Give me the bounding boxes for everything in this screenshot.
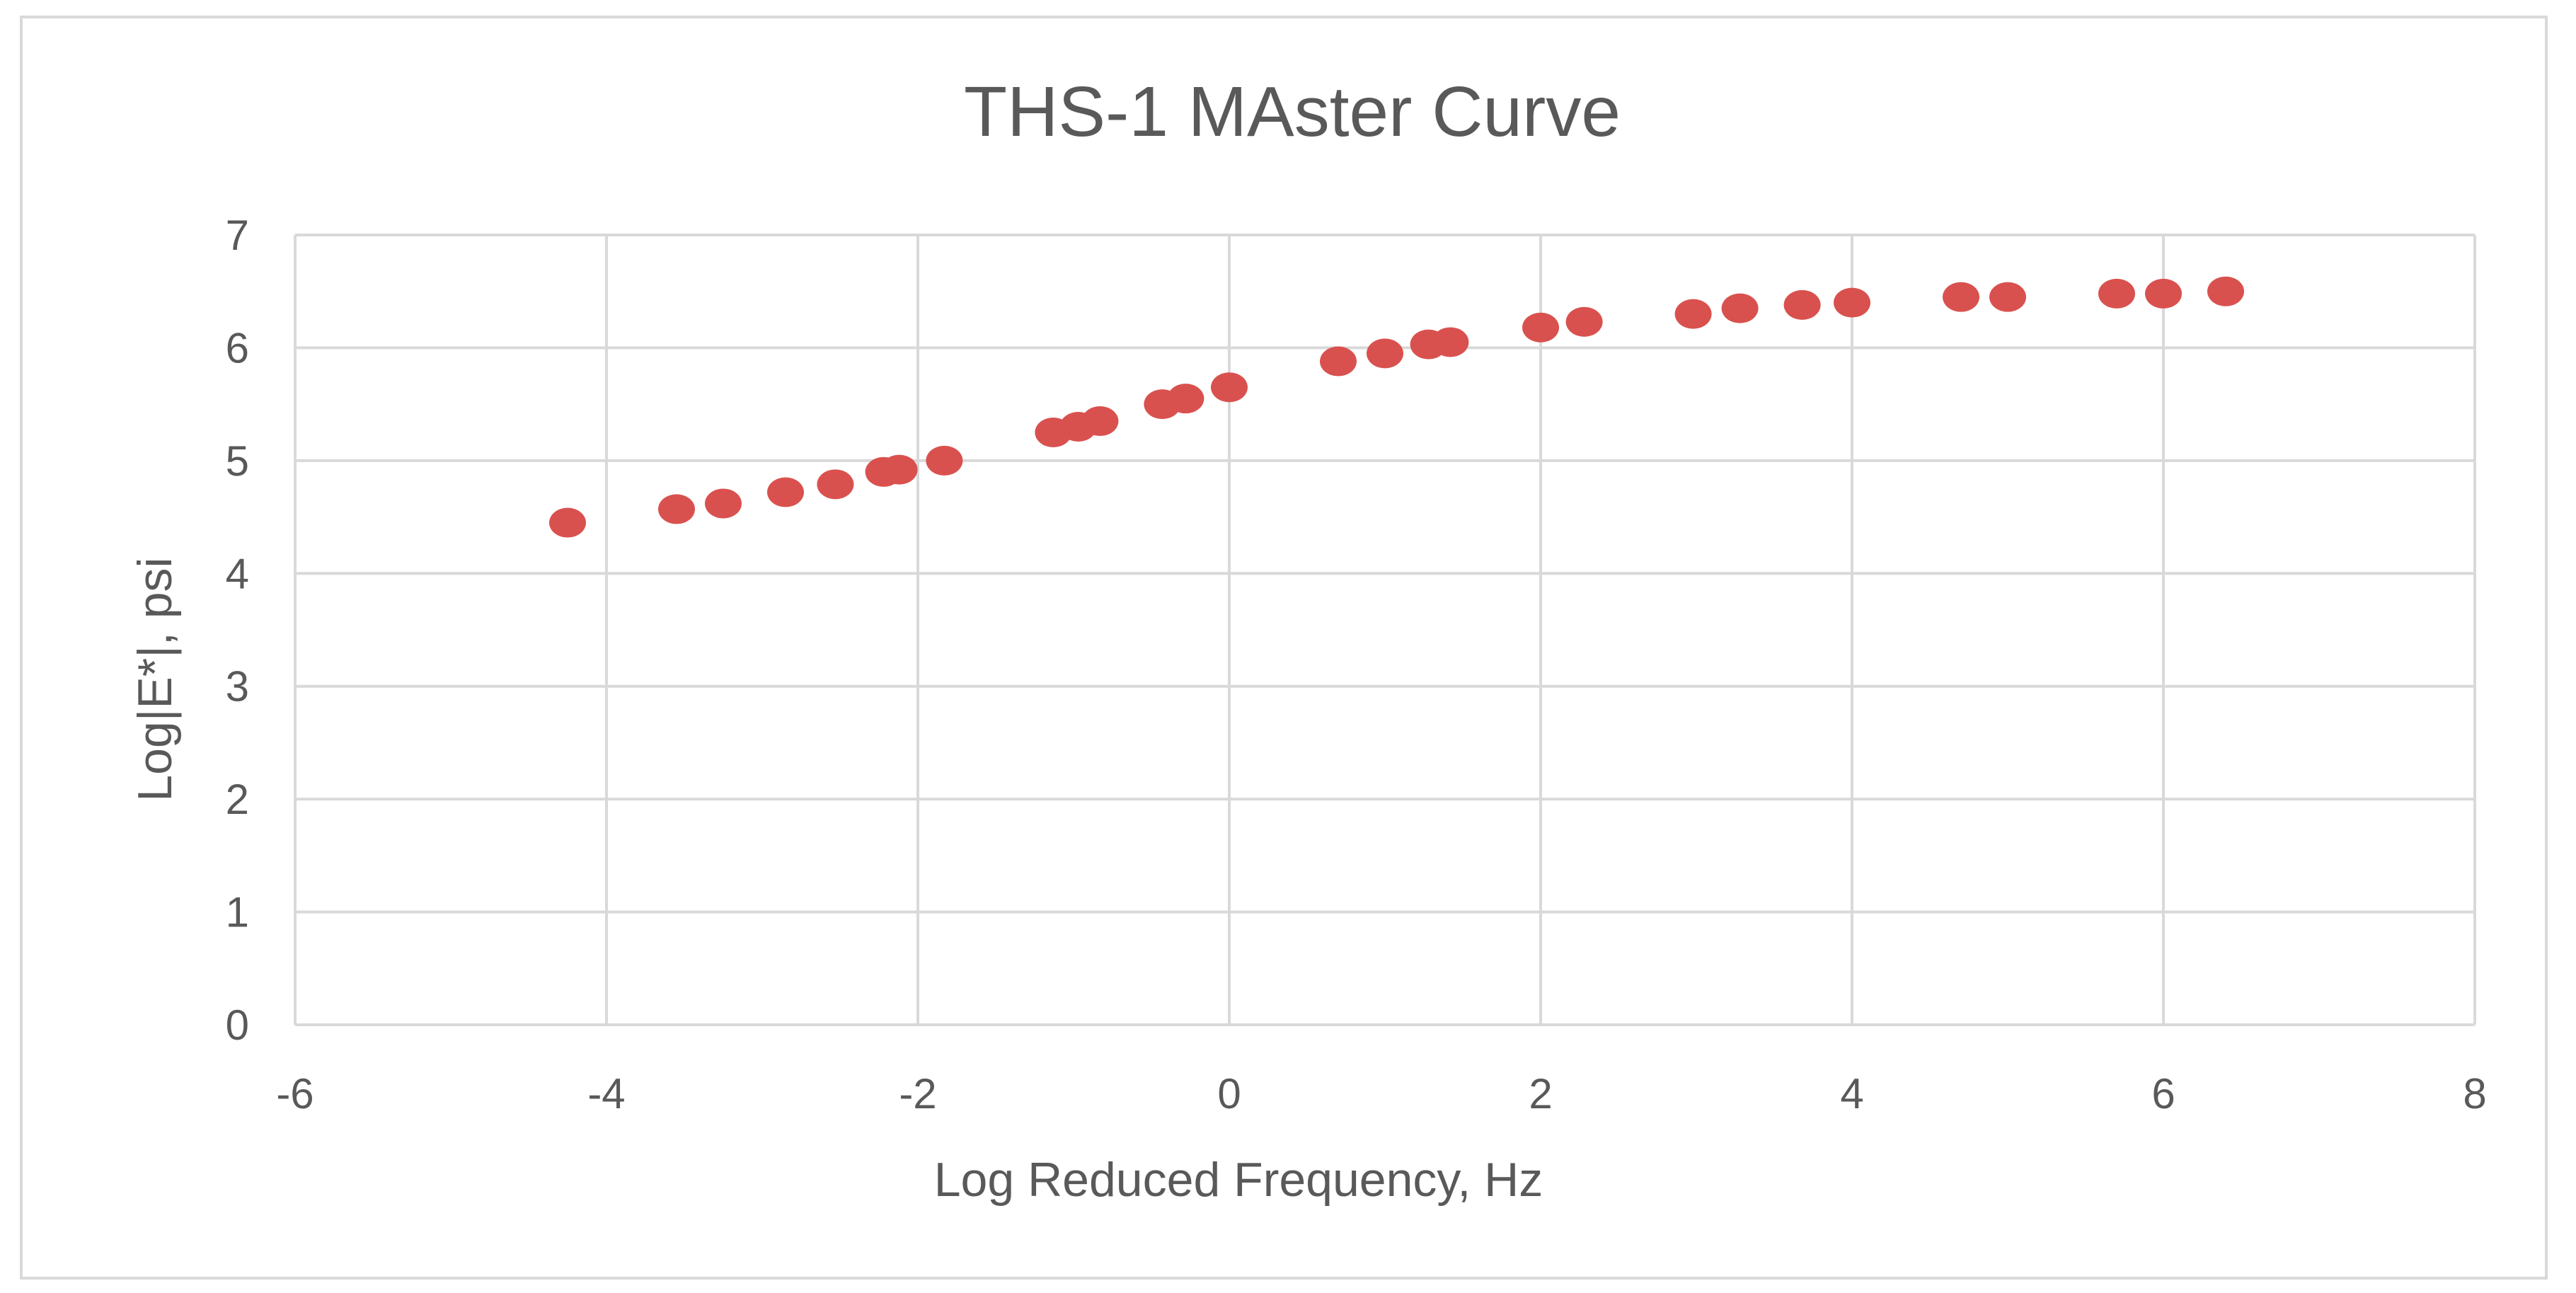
data-point	[926, 445, 963, 476]
data-point	[2207, 276, 2244, 306]
x-axis-tick-labels: -6 -4 -2 0 2 4 6 8	[276, 1070, 2486, 1117]
y-axis-title: Log|E*|, psi	[128, 557, 182, 801]
y-axis-tick-labels: 0 1 2 3 4 5 6 7	[226, 212, 249, 1049]
data-series	[549, 276, 2244, 538]
data-point	[880, 454, 918, 485]
data-point	[1721, 293, 1759, 323]
data-point	[705, 488, 742, 519]
y-tick-label: 6	[226, 324, 249, 372]
x-tick-label: -6	[276, 1070, 314, 1117]
x-tick-label: 6	[2151, 1070, 2175, 1117]
x-tick-label: 0	[1217, 1070, 1241, 1117]
y-tick-label: 2	[226, 776, 249, 823]
x-tick-label: 2	[1529, 1070, 1552, 1117]
data-point	[1834, 287, 1870, 318]
data-point	[1320, 346, 1357, 377]
x-axis-title: Log Reduced Frequency, Hz	[934, 1153, 1543, 1207]
y-tick-label: 3	[226, 663, 249, 711]
data-point	[1565, 306, 1603, 337]
data-point	[2098, 278, 2135, 309]
chart-title: THS-1 MAster Curve	[964, 72, 1621, 151]
x-tick-label: -4	[587, 1070, 625, 1117]
data-point	[658, 494, 695, 524]
x-tick-label: 4	[1840, 1070, 1863, 1117]
gridlines	[294, 234, 2476, 1026]
y-tick-label: 5	[226, 437, 249, 485]
data-point	[1211, 372, 1248, 403]
data-point	[1989, 282, 2026, 312]
data-point	[549, 507, 586, 538]
data-point	[1432, 327, 1469, 357]
data-point	[817, 469, 854, 500]
data-point	[1167, 384, 1204, 414]
y-tick-label: 4	[226, 550, 249, 597]
data-point	[1522, 312, 1559, 343]
data-point	[1943, 282, 1979, 312]
y-tick-label: 7	[226, 212, 249, 259]
data-point	[1783, 289, 1821, 320]
y-tick-label: 1	[226, 889, 249, 936]
data-point	[767, 477, 804, 507]
x-tick-label: -2	[899, 1070, 936, 1117]
data-point	[2145, 278, 2182, 309]
x-tick-label: 8	[2463, 1070, 2486, 1117]
data-point	[1081, 406, 1119, 437]
chart-frame	[20, 16, 2548, 1280]
data-point	[1367, 338, 1403, 369]
y-tick-label: 0	[226, 1001, 249, 1049]
data-point	[1674, 299, 1712, 329]
